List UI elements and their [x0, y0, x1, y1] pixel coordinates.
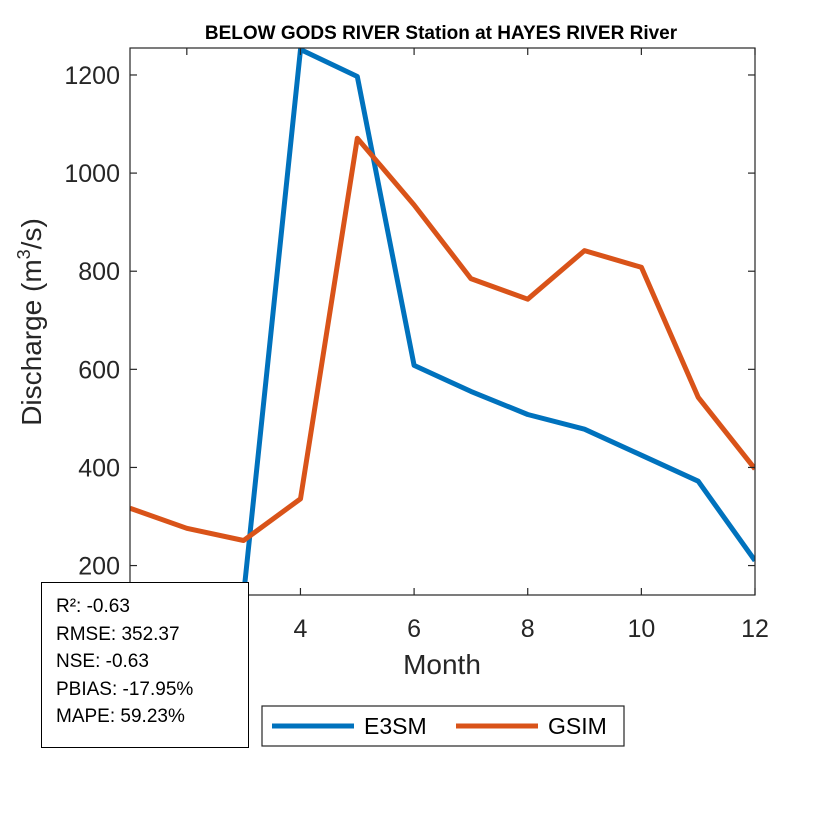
stat-rmse: RMSE: 352.37 [56, 623, 180, 645]
x-tick-label: 10 [627, 615, 655, 643]
y-tick-label: 400 [78, 454, 120, 482]
x-tick-label: 6 [407, 615, 421, 643]
statistics-box: R²: -0.63 RMSE: 352.37 NSE: -0.63 PBIAS:… [41, 582, 249, 748]
y-axis-label: Discharge (m3/s) [14, 218, 47, 426]
y-tick-label: 800 [78, 258, 120, 286]
y-tick-label: 1200 [64, 62, 120, 90]
y-tick-label: 1000 [64, 160, 120, 188]
y-tick-label: 200 [78, 553, 120, 581]
series-line-e3sm [130, 48, 755, 595]
y-axis-label-superscript: 3 [14, 249, 34, 259]
stat-r2: R²: -0.63 [56, 596, 130, 617]
legend-label-e3sm: E3SM [364, 713, 427, 739]
x-axis-label: Month [403, 649, 481, 680]
series-line-gsim [130, 135, 755, 543]
y-tick-label: 600 [78, 356, 120, 384]
x-tick-label: 4 [294, 615, 308, 643]
ticks-layer: 2468101220040060080010001200 [64, 48, 769, 643]
x-tick-label: 8 [521, 615, 535, 643]
x-tick-label: 12 [741, 615, 769, 643]
legend: E3SM GSIM [261, 705, 625, 747]
legend-label-gsim: GSIM [548, 713, 607, 739]
chart-title: BELOW GODS RIVER Station at HAYES RIVER … [205, 23, 678, 44]
stat-mape: MAPE: 59.23% [56, 706, 185, 727]
series-layer [130, 48, 755, 595]
stat-nse: NSE: -0.63 [56, 651, 149, 672]
stat-pbias: PBIAS: -17.95% [56, 678, 194, 700]
plot-area-frame [129, 47, 756, 596]
